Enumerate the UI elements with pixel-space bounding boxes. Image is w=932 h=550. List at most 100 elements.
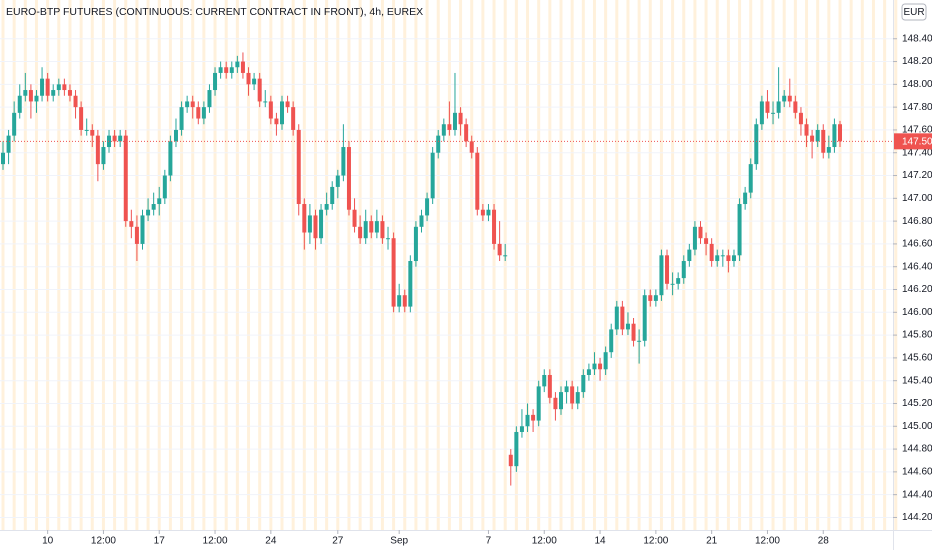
candle-body: [815, 129, 820, 142]
x-tick-label: Sep: [390, 536, 408, 547]
session-band: [604, 0, 608, 530]
session-band: [615, 0, 619, 530]
candle-body: [296, 129, 301, 205]
candle-body: [676, 278, 681, 284]
session-band: [79, 0, 83, 530]
session-band: [436, 0, 440, 530]
session-band: [738, 0, 742, 530]
session-band: [425, 0, 429, 530]
candle-body: [586, 369, 591, 375]
y-tick-label: 145.20: [902, 398, 932, 409]
candle-body: [268, 101, 273, 119]
candle-body: [748, 164, 753, 193]
session-band: [113, 0, 117, 530]
session-band: [258, 0, 262, 530]
candle-body: [782, 95, 787, 102]
y-tick-label: 145.00: [902, 421, 932, 432]
session-band: [124, 0, 128, 530]
y-tick-label: 146.00: [902, 307, 932, 318]
candle-body: [162, 175, 167, 199]
session-band: [648, 0, 652, 530]
session-band: [90, 0, 94, 530]
session-band: [570, 0, 574, 530]
session-band: [838, 0, 842, 530]
candle-body: [274, 118, 279, 125]
y-tick-label: 148.00: [902, 79, 932, 90]
candle-body: [642, 295, 647, 341]
session-band: [749, 0, 753, 530]
candle-body: [84, 129, 89, 131]
candle-body: [475, 152, 480, 210]
session-band: [760, 0, 764, 530]
candle-body: [330, 186, 335, 205]
candle-body: [531, 414, 536, 421]
session-band: [537, 0, 541, 530]
session-band: [559, 0, 563, 530]
candle-body: [771, 112, 776, 114]
y-tick-label: 144.60: [902, 467, 932, 478]
candle-body: [246, 72, 251, 85]
candle-body: [704, 238, 709, 244]
candle-body: [698, 226, 703, 239]
candle-body: [313, 215, 318, 239]
candle-body: [302, 204, 307, 233]
candle-body: [319, 209, 324, 239]
candle-body: [335, 175, 340, 187]
candle-body: [374, 221, 379, 233]
session-band: [358, 0, 362, 530]
y-tick-label: 145.80: [902, 330, 932, 341]
chart-title: EURO-BTP FUTURES (CONTINUOUS: CURRENT CO…: [6, 6, 423, 18]
session-band: [12, 0, 16, 530]
candle-body: [464, 124, 469, 142]
candle-body: [324, 204, 329, 210]
candle-body: [486, 209, 491, 216]
candle-body: [129, 221, 134, 227]
session-band: [883, 0, 887, 530]
candle-body: [391, 238, 396, 307]
session-band: [849, 0, 853, 530]
candle-body: [6, 135, 11, 153]
candle-body: [45, 78, 50, 96]
session-band: [302, 0, 306, 530]
x-tick-label: 27: [332, 536, 344, 547]
candle-body: [307, 215, 312, 233]
x-tick-label: 12:00: [532, 536, 557, 547]
candle-body: [196, 107, 201, 119]
currency-badge[interactable]: [901, 3, 927, 21]
session-band: [57, 0, 61, 530]
session-band: [191, 0, 195, 530]
candle-body: [838, 124, 842, 142]
y-tick-label: 146.40: [902, 261, 932, 272]
session-band: [213, 0, 217, 530]
grid: [0, 38, 893, 518]
y-tick-label: 147.40: [902, 147, 932, 158]
session-band: [34, 0, 38, 530]
candle-body: [441, 124, 446, 136]
candle-body: [201, 107, 206, 119]
session-band: [492, 0, 496, 530]
candle-body: [553, 397, 558, 410]
session-band: [581, 0, 585, 530]
session-band: [626, 0, 630, 530]
candle-body: [207, 90, 212, 108]
candle-body: [134, 226, 139, 244]
candle-body: [547, 374, 552, 398]
candle-body: [458, 112, 463, 125]
candle-body: [776, 101, 781, 113]
y-tick-label: 147.00: [902, 193, 932, 204]
candle-body: [280, 101, 284, 125]
candle-body: [793, 101, 798, 113]
axes: 144.20 144.40 144.60 144.80 145.00 145.20 145.…: [42, 33, 932, 547]
candle-body: [397, 295, 402, 307]
candle-body: [670, 283, 675, 285]
x-tick-label: 10: [42, 536, 54, 547]
candle-body: [536, 386, 541, 421]
candle-body: [1, 152, 5, 165]
candle-body: [179, 107, 184, 130]
session-bands: [1, 0, 898, 530]
candle-body: [592, 363, 597, 370]
candle-body: [826, 147, 831, 153]
candle-body: [821, 129, 826, 153]
candle-body: [123, 135, 128, 222]
y-tick-label: 147.80: [902, 102, 932, 113]
